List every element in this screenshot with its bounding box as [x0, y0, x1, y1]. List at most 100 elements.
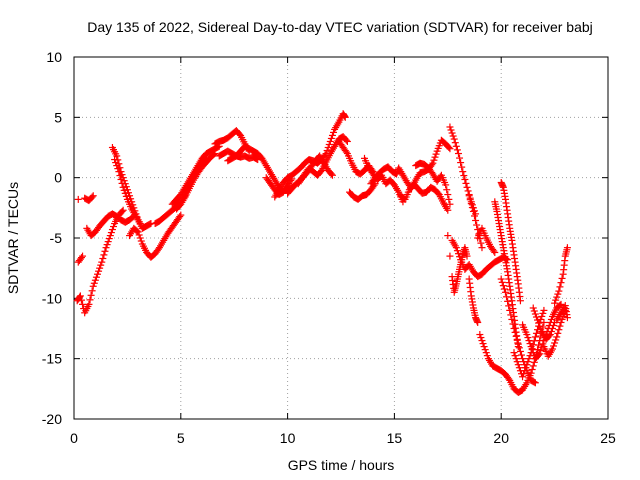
data-point-interp	[95, 267, 103, 275]
data-point-interp	[552, 336, 560, 344]
data-point-interp	[530, 358, 538, 366]
y-tick-label: 10	[46, 49, 62, 65]
data-point-interp	[532, 313, 540, 321]
data-point-interp	[511, 352, 519, 360]
data-point-interp	[522, 364, 530, 372]
y-tick-label: -5	[50, 230, 63, 246]
data-point	[510, 349, 518, 357]
data-point-interp	[77, 296, 85, 304]
data-point	[506, 306, 514, 314]
data-point-interp	[97, 261, 105, 269]
data-point-interp	[555, 326, 563, 334]
data-point	[476, 331, 484, 339]
data-point-interp	[460, 172, 468, 180]
data-point-interp	[451, 139, 459, 147]
x-tick-label: 15	[387, 430, 403, 446]
data-point-interp	[532, 329, 540, 337]
data-point-interp	[91, 276, 99, 284]
data-point-interp	[121, 189, 129, 197]
data-point-interp	[520, 370, 528, 378]
data-point	[446, 200, 454, 208]
data-point-interp	[539, 309, 547, 317]
data-point-interp	[458, 163, 466, 171]
data-point-interp	[537, 325, 545, 333]
data-point-interp	[509, 320, 517, 328]
data-point-interp	[123, 186, 131, 194]
data-point	[446, 252, 454, 260]
y-tick-label: -10	[42, 290, 62, 306]
data-point	[452, 244, 460, 252]
data-point-interp	[535, 351, 543, 359]
data-point-interp	[508, 315, 516, 323]
data-point	[454, 150, 462, 158]
data-point-interp	[467, 200, 475, 208]
data-point-interp	[477, 334, 485, 342]
data-point	[89, 282, 97, 290]
data-point	[557, 318, 565, 326]
data-point	[563, 244, 571, 252]
data-point-interp	[528, 346, 536, 354]
data-point-interp	[477, 239, 485, 247]
data-point-interp	[557, 279, 565, 287]
data-point	[211, 150, 219, 158]
data-point-interp	[512, 355, 520, 363]
data-point-interp	[550, 321, 558, 329]
data-point-interp	[445, 144, 453, 151]
data-point	[177, 211, 185, 219]
data-point-interp	[556, 322, 564, 330]
x-tick-label: 5	[177, 430, 185, 446]
data-point-interp	[105, 235, 113, 243]
data-point-interp	[556, 283, 564, 291]
data-point-interp	[475, 230, 483, 238]
data-point-interp	[466, 196, 474, 204]
data-point	[126, 192, 134, 200]
data-point-interp	[96, 264, 104, 272]
data-point-interp	[512, 332, 520, 340]
data-point-interp	[328, 131, 336, 139]
data-point	[465, 192, 473, 200]
data-point-interp	[547, 315, 555, 323]
data-point-interp	[428, 161, 436, 169]
data-point-interp	[503, 293, 511, 301]
data-point-interp	[529, 349, 537, 357]
data-point-interp	[327, 134, 335, 142]
data-point	[85, 300, 93, 308]
data-point	[531, 333, 539, 341]
y-axis-label: SDTVAR / TECUs	[5, 182, 21, 294]
data-point	[531, 379, 539, 387]
data-point-interp	[511, 328, 519, 336]
data-point	[119, 206, 127, 214]
data-point	[534, 316, 542, 324]
data-point	[326, 137, 334, 145]
data-point	[480, 343, 488, 351]
data-point	[444, 206, 452, 214]
data-point-interp	[201, 155, 209, 163]
data-point	[98, 258, 106, 266]
x-tick-label: 20	[493, 430, 509, 446]
data-point	[136, 220, 144, 228]
data-point	[497, 275, 505, 283]
data-point-interp	[468, 204, 476, 212]
data-point-interp	[92, 273, 100, 281]
data-point	[523, 331, 531, 339]
data-point-interp	[136, 234, 144, 242]
y-tick-label: -15	[42, 351, 62, 367]
data-point-interp	[453, 146, 461, 154]
data-point-interp	[516, 347, 524, 355]
data-point-interp	[443, 186, 451, 194]
data-point-interp	[558, 315, 566, 323]
data-point-interp	[530, 307, 538, 315]
data-point-interp	[507, 311, 515, 319]
data-point-interp	[553, 293, 561, 301]
data-point-interp	[499, 282, 507, 290]
data-point-interp	[117, 175, 125, 183]
data-point-interp	[551, 339, 559, 347]
data-point-interp	[79, 300, 87, 308]
data-point-interp	[525, 337, 533, 345]
data-point-interp	[176, 213, 184, 221]
data-point	[548, 345, 556, 353]
data-point	[491, 248, 499, 256]
data-point	[202, 154, 210, 162]
y-tick-label: 0	[54, 170, 62, 186]
